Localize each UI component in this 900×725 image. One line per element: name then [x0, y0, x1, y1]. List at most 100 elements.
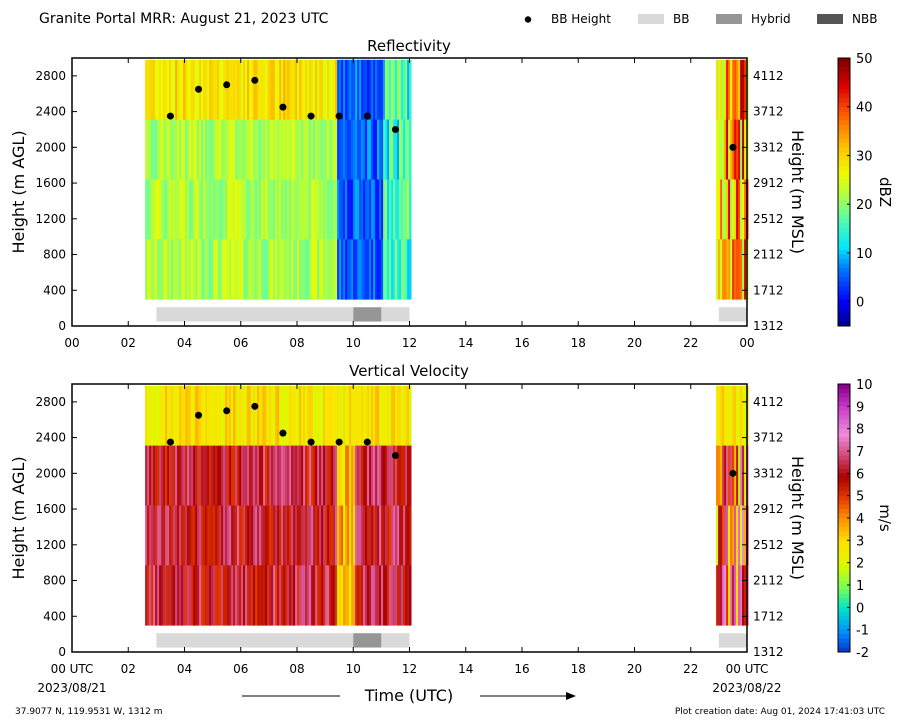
- heatmap-cell: [347, 505, 350, 566]
- heatmap-cell: [347, 59, 350, 121]
- heatmap-cell: [287, 505, 290, 566]
- heatmap-cell: [409, 119, 412, 180]
- heatmap-cell: [281, 565, 284, 626]
- x-tick-label: 00 UTC: [726, 662, 769, 676]
- heatmap-cell: [183, 445, 186, 506]
- colorbar-segment: [838, 214, 850, 220]
- heatmap-cell: [245, 119, 248, 180]
- heatmap-cell: [323, 239, 326, 300]
- heatmap-cell: [157, 445, 160, 506]
- heatmap-cell: [339, 239, 342, 300]
- legend-label-bb: BB: [673, 12, 689, 26]
- x-tick-label: 14: [458, 336, 473, 350]
- heatmap-cell: [309, 239, 312, 300]
- heatmap-cell: [345, 119, 348, 180]
- colorbar-segment: [838, 585, 850, 590]
- heatmap-cell: [195, 119, 198, 180]
- heatmap-cell: [145, 59, 148, 121]
- bb-height-point: [729, 469, 737, 477]
- heatmap-cell: [732, 179, 735, 240]
- heatmap-cell: [383, 445, 386, 506]
- heatmap-cell: [217, 119, 220, 180]
- heatmap-cell: [159, 565, 162, 626]
- heatmap-cell: [243, 385, 246, 447]
- heatmap-cell: [191, 565, 194, 626]
- heatmap-cell: [391, 505, 394, 566]
- heatmap-cell: [339, 385, 342, 447]
- x-tick-label: 00 UTC: [51, 662, 94, 676]
- heatmap-cell: [195, 445, 198, 506]
- heatmap-cell: [297, 59, 300, 121]
- heatmap-cell: [219, 239, 222, 300]
- y-tick-label: 800: [43, 248, 66, 262]
- heatmap-cell: [267, 385, 270, 447]
- heatmap-cell: [351, 59, 354, 121]
- bb-height-point: [307, 112, 315, 120]
- classification-segment-bb: [156, 307, 354, 322]
- heatmap-cell: [315, 119, 318, 180]
- heatmap-cell: [203, 179, 206, 240]
- heatmap-cell: [253, 385, 256, 447]
- colorbar-tick-label: -2: [856, 646, 869, 661]
- heatmap-cell: [399, 239, 402, 300]
- heatmap-cell: [279, 119, 282, 180]
- heatmap-cell: [369, 179, 372, 240]
- heatmap-cell: [728, 119, 731, 180]
- heatmap-cell: [289, 179, 292, 240]
- colorbar-segment: [838, 535, 850, 541]
- y-tick-label-right: 3312: [753, 466, 784, 480]
- heatmap-cell: [221, 505, 224, 566]
- heatmap-cell: [199, 565, 202, 626]
- heatmap-cell: [261, 445, 264, 506]
- heatmap-cell: [297, 505, 300, 566]
- heatmap-cell: [215, 239, 218, 300]
- heatmap-cell: [285, 565, 288, 626]
- heatmap-cell: [349, 445, 352, 506]
- heatmap-cell: [235, 445, 238, 506]
- heatmap-cell: [397, 505, 400, 566]
- start-date-label: 2023/08/21: [37, 681, 106, 695]
- heatmap-cell: [405, 179, 408, 240]
- heatmap-cell: [285, 385, 288, 447]
- heatmap-cell: [241, 565, 244, 626]
- heatmap-cell: [147, 119, 150, 180]
- heatmap-cell: [399, 565, 402, 626]
- colorbar-tick-label: 10: [856, 247, 873, 262]
- heatmap-cell: [331, 119, 334, 180]
- heatmap-cell: [395, 119, 398, 180]
- heatmap-cell: [409, 565, 412, 626]
- colorbar-segment: [838, 80, 850, 86]
- heatmap-cell: [191, 179, 194, 240]
- heatmap-cell: [337, 565, 340, 626]
- heatmap-cell: [183, 385, 186, 447]
- heatmap-cell: [381, 505, 384, 566]
- heatmap-cell: [387, 385, 390, 447]
- heatmap-cell: [347, 385, 350, 447]
- heatmap-cell: [173, 505, 176, 566]
- heatmap-cell: [343, 385, 346, 447]
- colorbar-segment: [838, 406, 850, 412]
- legend-swatch: [817, 14, 843, 24]
- heatmap-cell: [373, 179, 376, 240]
- heatmap-cell: [163, 445, 166, 506]
- heatmap-cell: [261, 385, 264, 447]
- heatmap-cell: [722, 385, 725, 447]
- heatmap-cell: [191, 385, 194, 447]
- heatmap-cell: [237, 119, 240, 180]
- heatmap-cell: [269, 385, 272, 447]
- heatmap-cell: [275, 505, 278, 566]
- velocity-ylabel-right: Height (m MSL): [788, 456, 807, 580]
- heatmap-cell: [335, 445, 338, 506]
- heatmap-cell: [335, 179, 338, 240]
- heatmap-cell: [221, 385, 224, 447]
- heatmap-cell: [337, 179, 340, 240]
- heatmap-cell: [175, 445, 178, 506]
- heatmap-cell: [185, 59, 188, 121]
- heatmap-cell: [337, 505, 340, 566]
- reflectivity-classification-bar: [156, 307, 747, 322]
- heatmap-cell: [732, 385, 735, 447]
- heatmap-cell: [249, 505, 252, 566]
- x-tick-label: 10: [346, 662, 361, 676]
- heatmap-cell: [257, 565, 260, 626]
- heatmap-cell: [734, 179, 737, 240]
